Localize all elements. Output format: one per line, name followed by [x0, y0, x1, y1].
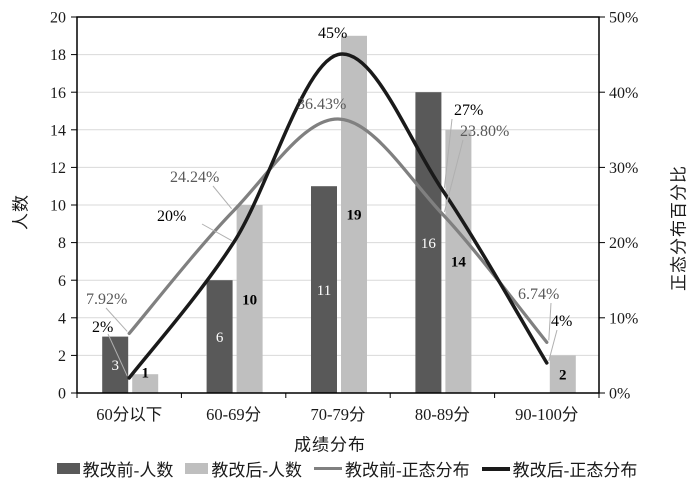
bar-教改后-人数-90-100分	[549, 355, 576, 393]
pct-label-教改后-正态分布: 27%	[454, 102, 483, 119]
chart-legend: 教改前-人数 教改后-人数 教改前-正态分布 教改后-正态分布	[0, 456, 694, 481]
bar-label-教改后-人数: 2	[559, 367, 567, 383]
pct-label-教改前-正态分布: 7.92%	[86, 291, 127, 308]
x-tick-label: 80-89分	[415, 405, 470, 424]
bar-教改前-人数-70-79分	[311, 186, 337, 393]
left-tick-label: 0	[58, 386, 66, 403]
x-tick-label: 90-100分	[515, 405, 578, 424]
bar-label-教改后-人数: 14	[451, 255, 467, 271]
right-tick-label: 0%	[609, 386, 630, 403]
x-axis-title: 成绩分布	[294, 435, 366, 455]
legend-bar-swatch	[56, 463, 80, 474]
right-axis-title: 正态分布百分比	[669, 165, 689, 291]
bar-label-教改前-人数: 11	[317, 283, 331, 299]
bar-label-教改前-人数: 6	[216, 330, 224, 346]
legend-item-教改后-人数: 教改后-人数	[185, 456, 302, 481]
left-tick-label: 12	[50, 160, 66, 177]
legend-item-教改前-正态分布: 教改前-正态分布	[314, 456, 470, 481]
pct-label-教改后-正态分布: 20%	[157, 208, 186, 225]
left-tick-label: 2	[58, 348, 66, 365]
line-教改前-正态分布	[127, 117, 549, 344]
right-tick-label: 30%	[609, 160, 638, 177]
leader-line	[443, 139, 464, 213]
bar-教改后-人数-60分以下	[132, 374, 159, 393]
x-tick-label: 70-79分	[311, 405, 366, 424]
leader-line	[105, 307, 128, 332]
bar-教改前-人数-60分以下	[102, 336, 129, 393]
left-tick-label: 4	[58, 310, 66, 327]
left-tick-label: 6	[58, 273, 66, 290]
bar-教改后-人数-80-89分	[445, 129, 472, 394]
leader-line	[212, 185, 232, 210]
leader-line	[548, 329, 558, 362]
right-tick-label: 50%	[609, 10, 638, 27]
leader-line	[107, 333, 128, 377]
pct-label-教改前-正态分布: 6.74%	[518, 286, 559, 303]
legend-label: 教改前-正态分布	[345, 461, 470, 480]
right-tick-label: 20%	[609, 235, 638, 252]
pct-label-教改前-正态分布: 24.24%	[170, 169, 219, 186]
bar-教改后-人数-70-79分	[341, 35, 367, 394]
legend-label: 教改后-正态分布	[512, 461, 638, 480]
left-axis-title: 人数	[11, 194, 31, 230]
right-tick-label: 10%	[609, 310, 638, 327]
bar-label-教改前-人数: 3	[111, 358, 119, 374]
legend-line-swatch	[314, 467, 342, 470]
bar-教改后-人数-60-69分	[236, 205, 263, 393]
legend-item-教改前-人数: 教改前-人数	[56, 456, 174, 481]
left-tick-label: 10	[50, 198, 66, 215]
bar-教改前-人数-80-89分	[415, 92, 442, 393]
bar-label-教改前-人数: 16	[421, 236, 437, 252]
pct-label-教改前-正态分布: 23.80%	[460, 123, 509, 140]
bar-教改前-人数-60-69分	[206, 280, 233, 393]
legend-line-swatch	[481, 466, 510, 471]
left-tick-label: 16	[50, 85, 66, 102]
x-tick-label: 60-69分	[206, 405, 261, 424]
pct-label-教改前-正态分布: 36.43%	[297, 96, 346, 113]
left-tick-label: 14	[50, 122, 66, 139]
legend-label: 教改前-人数	[82, 461, 174, 480]
left-tick-label: 8	[58, 235, 66, 252]
right-tick-label: 40%	[609, 85, 638, 102]
bar-label-教改后-人数: 1	[141, 365, 149, 381]
left-tick-label: 20	[50, 10, 66, 27]
pct-label-教改后-正态分布: 2%	[92, 319, 113, 336]
pct-label-教改后-正态分布: 45%	[318, 25, 347, 42]
left-tick-label: 18	[50, 47, 66, 64]
x-tick-label: 60分以下	[96, 405, 162, 424]
pct-label-教改后-正态分布: 4%	[551, 313, 572, 330]
legend-label: 教改后-人数	[211, 461, 302, 480]
legend-item-教改后-正态分布: 教改后-正态分布	[481, 456, 638, 481]
bar-label-教改后-人数: 10	[242, 292, 257, 308]
legend-bar-swatch	[185, 463, 209, 474]
line-教改后-正态分布	[127, 52, 549, 380]
leader-line	[443, 118, 453, 189]
bar-label-教改后-人数: 19	[347, 208, 362, 224]
leader-line	[548, 302, 552, 341]
leader-line	[201, 223, 232, 242]
